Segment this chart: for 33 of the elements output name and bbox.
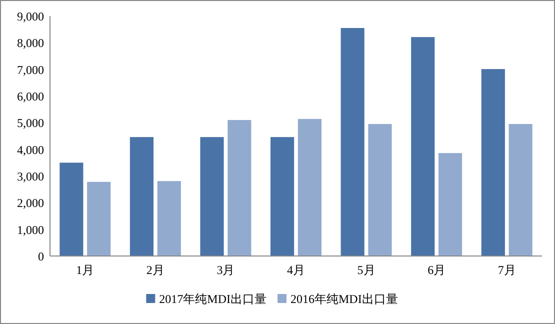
bar [481, 69, 505, 256]
bar [228, 120, 252, 256]
y-tick-label: 0 [38, 250, 44, 264]
bar [270, 137, 294, 256]
legend-label: 2017年纯MDI出口量 [159, 292, 266, 306]
bar [368, 124, 392, 256]
y-tick-label: 7,000 [17, 62, 44, 77]
y-tick-label: 5,000 [17, 116, 44, 130]
legend-label: 2016年纯MDI出口量 [290, 292, 398, 306]
x-tick-label: 5月 [357, 263, 376, 277]
bar [411, 37, 435, 256]
y-tick-label: 8,000 [17, 36, 44, 50]
bar [298, 118, 322, 256]
x-tick-label: 2月 [146, 263, 164, 277]
bar [508, 124, 532, 256]
x-tick-label: 3月 [216, 263, 235, 277]
y-tick-label: 9,000 [17, 10, 44, 24]
y-tick-label: 4,000 [17, 142, 44, 157]
y-tick-label: 2,000 [17, 196, 44, 210]
y-tick-label: 1,000 [17, 222, 44, 237]
bar [60, 162, 84, 256]
bar [87, 182, 111, 256]
x-tick-label: 6月 [428, 263, 446, 277]
x-tick-label: 7月 [498, 263, 516, 277]
x-tick-label: 4月 [287, 263, 305, 277]
x-tick-label: 1月 [76, 263, 94, 277]
y-tick-label: 3,000 [17, 170, 44, 184]
bar [130, 137, 154, 256]
bar [438, 153, 462, 256]
bar [200, 137, 224, 256]
y-tick-label: 6,000 [17, 90, 44, 104]
bar [340, 28, 364, 256]
bar [157, 181, 181, 256]
